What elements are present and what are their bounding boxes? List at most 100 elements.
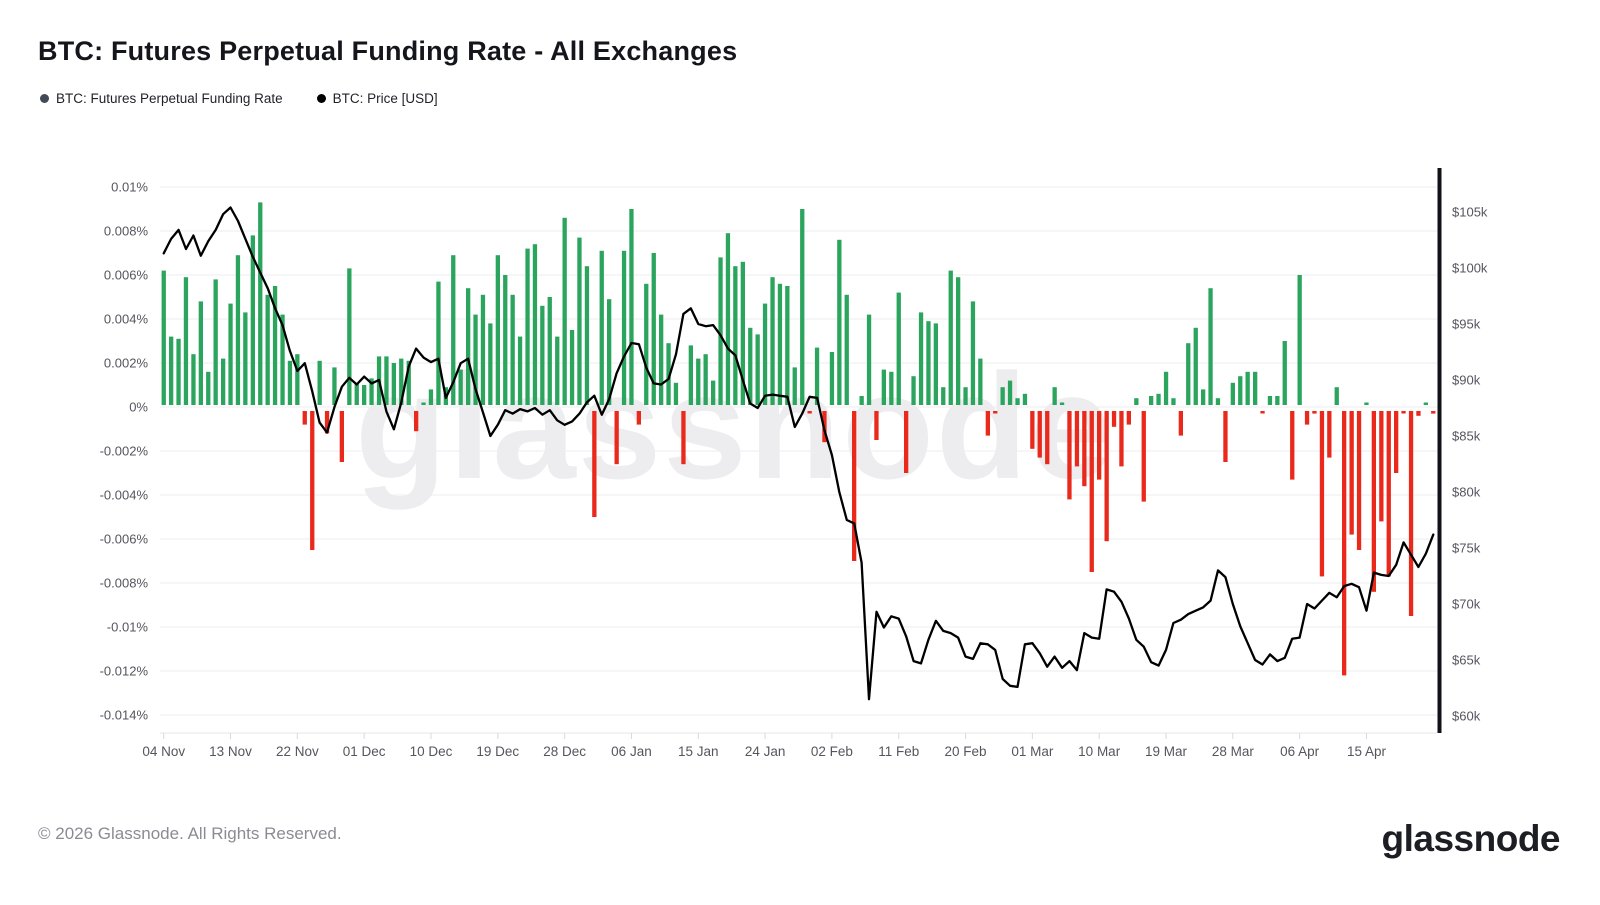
funding-rate-bar[interactable]	[161, 270, 166, 405]
funding-rate-bar[interactable]	[740, 261, 745, 405]
funding-rate-bar[interactable]	[495, 255, 500, 405]
funding-rate-bar[interactable]	[711, 380, 716, 405]
funding-rate-bar[interactable]	[183, 277, 189, 405]
funding-rate-bar[interactable]	[362, 385, 367, 405]
funding-rate-bar[interactable]	[302, 411, 307, 425]
funding-rate-bar[interactable]	[881, 369, 886, 405]
funding-rate-bar[interactable]	[1290, 411, 1295, 480]
funding-rate-bar[interactable]	[1238, 376, 1243, 405]
funding-rate-bar[interactable]	[1119, 411, 1124, 467]
funding-rate-bar[interactable]	[1030, 411, 1035, 449]
funding-rate-bar[interactable]	[1223, 411, 1228, 462]
funding-rate-bar[interactable]	[904, 411, 909, 473]
funding-rate-bar[interactable]	[265, 294, 270, 405]
funding-rate-bar[interactable]	[1208, 288, 1213, 405]
funding-rate-bar[interactable]	[547, 297, 552, 405]
funding-rate-bar[interactable]	[703, 354, 708, 405]
funding-rate-bar[interactable]	[1334, 387, 1339, 405]
funding-rate-bar[interactable]	[421, 402, 426, 406]
funding-rate-bar[interactable]	[636, 411, 641, 425]
funding-rate-bar[interactable]	[844, 294, 849, 405]
funding-rate-bar[interactable]	[250, 235, 255, 405]
funding-rate-bar[interactable]	[1163, 371, 1169, 405]
funding-rate-bar[interactable]	[391, 363, 396, 405]
funding-rate-bar[interactable]	[1230, 382, 1235, 405]
funding-rate-bar[interactable]	[1304, 411, 1310, 425]
funding-rate-bar[interactable]	[688, 345, 693, 405]
funding-rate-bar[interactable]	[1371, 411, 1376, 592]
funding-rate-bar[interactable]	[1134, 398, 1139, 405]
funding-rate-bar[interactable]	[666, 343, 671, 405]
funding-rate-bar[interactable]	[1201, 389, 1206, 405]
funding-rate-bar[interactable]	[339, 411, 344, 462]
funding-rate-bar[interactable]	[1364, 402, 1369, 406]
funding-rate-bar[interactable]	[592, 411, 597, 517]
funding-rate-bar[interactable]	[480, 294, 486, 405]
funding-rate-bar[interactable]	[807, 411, 812, 414]
funding-rate-bar[interactable]	[451, 255, 456, 405]
funding-rate-bar[interactable]	[369, 378, 374, 405]
funding-rate-bar[interactable]	[755, 334, 760, 405]
funding-rate-bar[interactable]	[354, 382, 359, 405]
funding-rate-bar[interactable]	[1267, 396, 1273, 405]
funding-rate-bar[interactable]	[295, 354, 300, 405]
funding-rate-bar[interactable]	[1245, 371, 1250, 405]
funding-rate-bar[interactable]	[1141, 411, 1146, 502]
funding-rate-bar[interactable]	[1000, 387, 1005, 405]
funding-rate-bar[interactable]	[792, 367, 797, 405]
funding-rate-bar[interactable]	[347, 268, 352, 405]
funding-rate-bar[interactable]	[785, 286, 790, 405]
funding-rate-bar[interactable]	[777, 283, 783, 405]
funding-rate-bar[interactable]	[414, 411, 419, 432]
funding-rate-bar[interactable]	[1089, 411, 1094, 572]
funding-rate-bar[interactable]	[859, 396, 864, 405]
funding-rate-bar[interactable]	[1275, 396, 1280, 405]
funding-rate-bar[interactable]	[926, 321, 931, 405]
funding-rate-bar[interactable]	[941, 387, 946, 405]
funding-rate-bar[interactable]	[1059, 402, 1065, 406]
funding-rate-bar[interactable]	[1327, 411, 1332, 458]
funding-rate-bar[interactable]	[733, 266, 738, 405]
funding-rate-bar[interactable]	[837, 239, 842, 405]
funding-rate-bar[interactable]	[1186, 343, 1191, 405]
funding-rate-bar[interactable]	[1342, 411, 1347, 676]
funding-rate-bar[interactable]	[1007, 380, 1013, 405]
funding-rate-bar[interactable]	[963, 387, 968, 405]
funding-rate-bar[interactable]	[1394, 411, 1399, 473]
funding-rate-bar[interactable]	[176, 338, 181, 405]
funding-rate-bar[interactable]	[970, 301, 976, 405]
funding-rate-bar[interactable]	[725, 233, 731, 405]
funding-rate-bar[interactable]	[918, 312, 924, 405]
funding-rate-bar[interactable]	[1178, 411, 1183, 436]
btc-price-line[interactable]	[162, 206, 1435, 701]
funding-rate-bar[interactable]	[428, 389, 434, 405]
funding-rate-bar[interactable]	[1097, 411, 1102, 480]
funding-rate-bar[interactable]	[614, 411, 619, 465]
funding-rate-bar[interactable]	[1379, 411, 1384, 522]
funding-rate-bar[interactable]	[1416, 411, 1421, 416]
funding-rate-bar[interactable]	[1401, 411, 1406, 414]
funding-rate-bar[interactable]	[488, 323, 493, 405]
funding-rate-bar[interactable]	[1171, 398, 1176, 405]
funding-rate-bar[interactable]	[198, 301, 203, 405]
funding-rate-bar[interactable]	[889, 371, 894, 405]
funding-rate-bar[interactable]	[517, 336, 523, 405]
funding-rate-bar[interactable]	[1015, 398, 1020, 405]
funding-rate-bar[interactable]	[956, 277, 961, 405]
funding-rate-bar[interactable]	[510, 294, 515, 405]
funding-rate-bar[interactable]	[280, 314, 285, 405]
funding-rate-bar[interactable]	[1022, 393, 1028, 405]
funding-rate-bar[interactable]	[503, 275, 508, 405]
funding-rate-bar[interactable]	[814, 347, 820, 405]
funding-rate-bar[interactable]	[532, 244, 538, 405]
funding-rate-bar[interactable]	[562, 217, 567, 405]
funding-rate-bar[interactable]	[762, 303, 768, 405]
funding-rate-bar[interactable]	[1126, 411, 1131, 425]
legend-item-price[interactable]: BTC: Price [USD]	[316, 91, 438, 106]
funding-rate-bar[interactable]	[310, 411, 315, 550]
funding-rate-bar[interactable]	[911, 376, 916, 405]
legend-item-funding-rate[interactable]: BTC: Futures Perpetual Funding Rate	[40, 91, 283, 106]
funding-rate-bar[interactable]	[1193, 327, 1198, 405]
funding-rate-bar[interactable]	[629, 209, 634, 405]
